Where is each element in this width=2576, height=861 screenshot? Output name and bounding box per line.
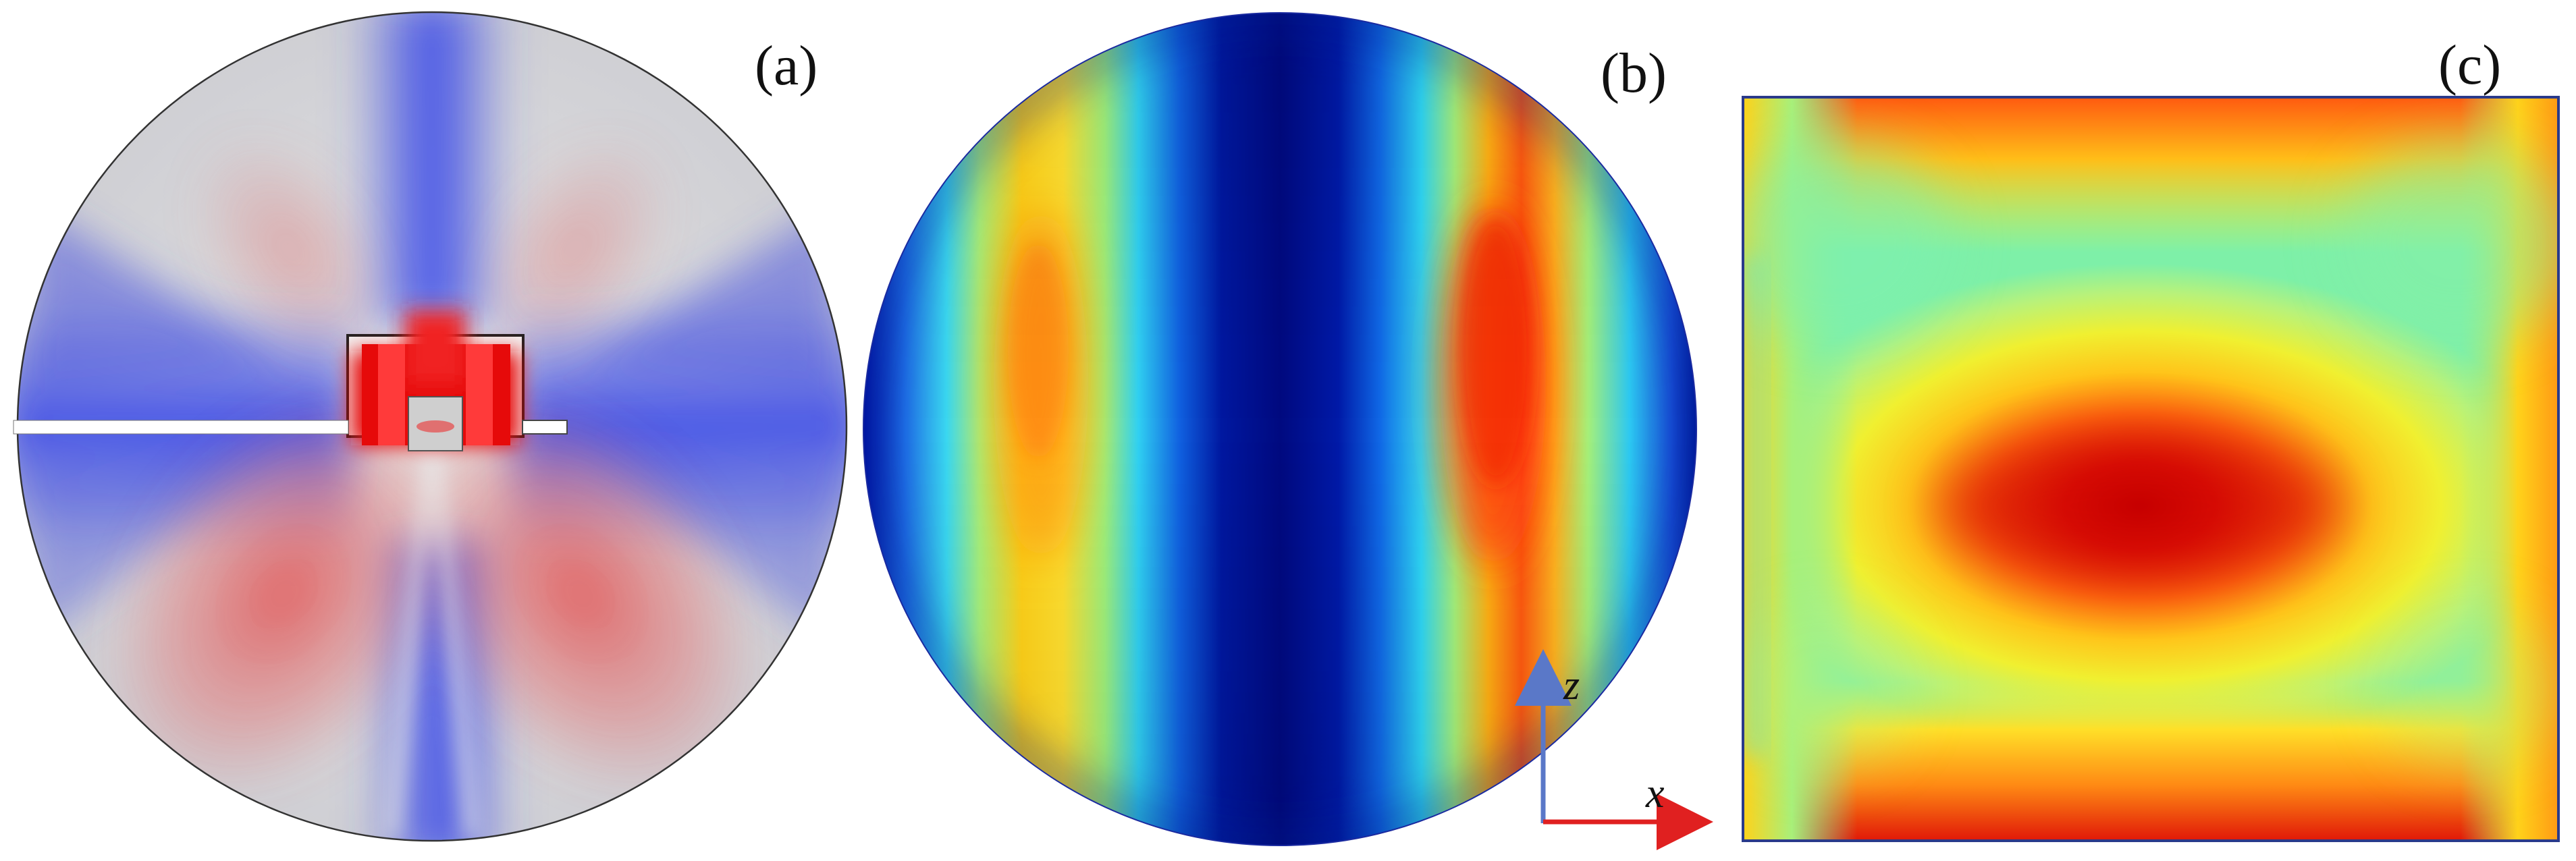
x-axis-label: x [1645,771,1665,816]
panel-b: (b) z x [863,12,1713,850]
panel-c: (c) [1742,34,2560,842]
panel-c-label: (c) [2438,34,2501,96]
panel-b-label: (b) [1601,42,1667,105]
axes-indicator: z x [1515,649,1713,850]
panel-a-waveguide [13,420,349,435]
panel-b-field-map [863,13,1696,845]
panel-c-field-map [1743,97,2558,841]
panel-a-field-map [18,12,847,841]
panel-b-boundary [863,12,1697,846]
panel-c-boundary [1742,96,2560,842]
panel-a-seams [385,445,479,837]
panel-a-label: (a) [755,34,817,97]
z-axis-label: z [1563,663,1580,709]
panel-a: (a) [13,11,848,842]
panel-a-core-structure [346,310,525,451]
panel-a-waveguide-right [522,420,568,435]
panel-a-red-lobes [103,134,761,797]
